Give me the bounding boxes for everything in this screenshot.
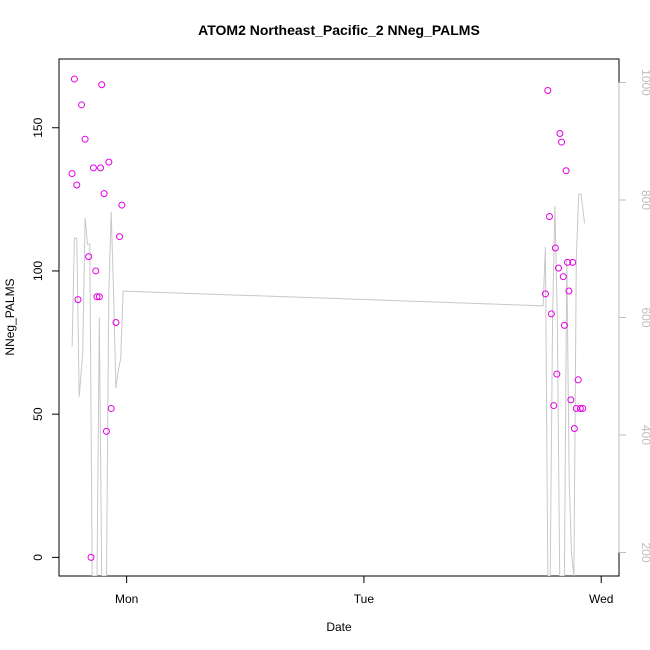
data-point: [558, 138, 566, 146]
chart-title: ATOM2 Northeast_Pacific_2 NNeg_PALMS: [198, 22, 480, 38]
data-point: [112, 319, 120, 327]
y2-tick-label: 200: [639, 542, 650, 562]
plot-area: [68, 75, 587, 576]
y-tick-label: 100: [31, 261, 45, 281]
data-point: [574, 376, 582, 384]
data-point: [576, 404, 584, 412]
data-point: [547, 310, 555, 318]
data-point: [564, 258, 572, 266]
data-point: [569, 258, 577, 266]
data-point: [89, 164, 97, 172]
data-point: [70, 75, 78, 83]
data-point: [87, 553, 95, 561]
data-point: [73, 181, 81, 189]
data-point: [544, 87, 552, 95]
data-point: [560, 321, 568, 329]
data-point: [562, 167, 570, 175]
data-point: [551, 244, 559, 252]
data-point: [116, 233, 124, 241]
x-axis: Mon Tue Wed: [115, 575, 613, 606]
x-tick-label: Wed: [589, 592, 613, 606]
data-point: [579, 404, 587, 412]
data-point: [102, 427, 110, 435]
data-point: [565, 287, 573, 295]
data-point: [100, 190, 108, 198]
data-point: [95, 293, 103, 301]
y-tick-label: 50: [31, 407, 45, 421]
data-point: [556, 129, 564, 137]
data-point: [550, 402, 558, 410]
data-point: [93, 293, 101, 301]
data-point: [559, 273, 567, 281]
data-point: [567, 396, 575, 404]
y2-tick-label: 600: [639, 307, 650, 327]
y-axis-label: NNeg_PALMS: [3, 278, 17, 355]
x-axis-label: Date: [326, 620, 352, 634]
data-point: [105, 158, 113, 166]
data-point: [92, 267, 100, 275]
x-tick-label: Tue: [354, 592, 375, 606]
data-point: [553, 370, 561, 378]
data-point: [85, 253, 93, 261]
data-point: [570, 424, 578, 432]
data-point: [545, 213, 553, 221]
plot-frame: [58, 58, 620, 577]
data-point: [554, 264, 562, 272]
y-tick-label: 0: [31, 554, 45, 561]
y2-tick-label: 800: [639, 190, 650, 210]
depth-line-series: [71, 193, 586, 576]
data-point: [98, 81, 106, 89]
x-tick-label: Mon: [115, 592, 138, 606]
y2-tick-label: 1000: [639, 69, 650, 96]
y-tick-label: 150: [31, 117, 45, 137]
data-point: [97, 164, 105, 172]
y2-tick-label: 400: [639, 425, 650, 445]
y2-axis: 200 400 600 800 1000: [618, 69, 650, 563]
data-point: [74, 296, 82, 304]
data-point: [68, 170, 76, 178]
data-point: [541, 290, 549, 298]
data-point: [107, 404, 115, 412]
data-point: [78, 101, 86, 109]
data-point: [118, 201, 126, 209]
y-axis: 0 50 100 150: [31, 117, 60, 561]
data-point: [81, 135, 89, 143]
